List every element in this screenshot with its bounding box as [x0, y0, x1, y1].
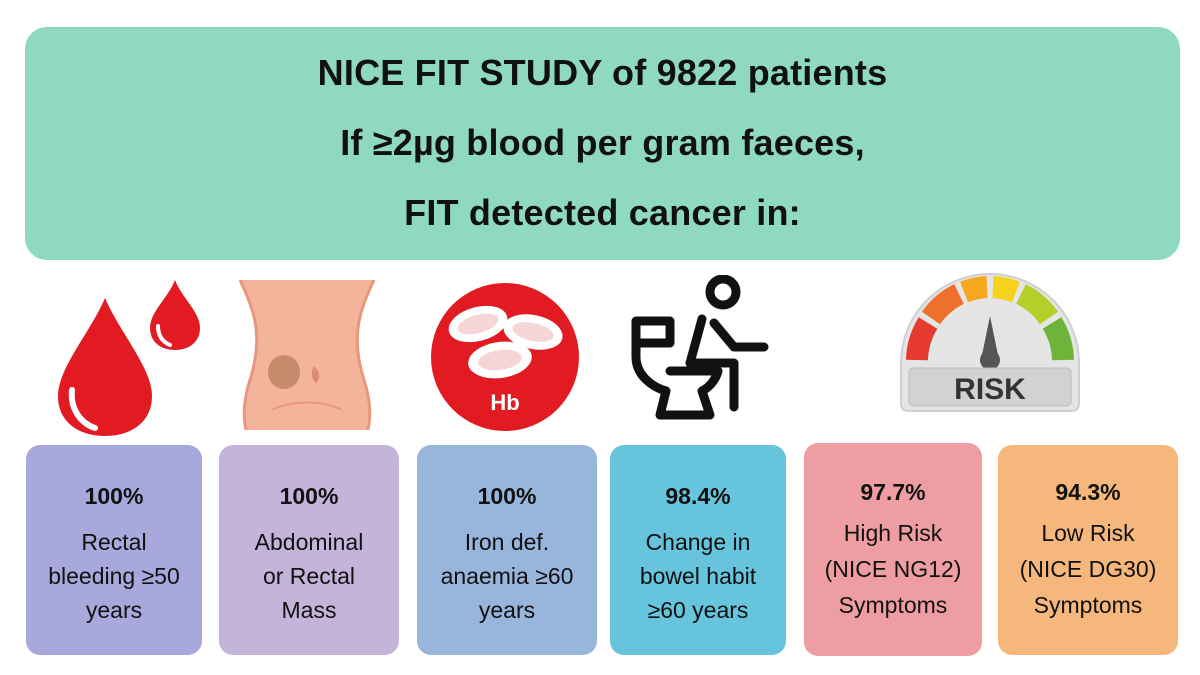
- header-subtitle: If ≥2µg blood per gram faeces,: [340, 122, 865, 163]
- card-label: Low Risk (NICE DG30) Symptoms: [998, 515, 1178, 623]
- card-label-line: bowel habit: [639, 563, 757, 589]
- card-label-line: years: [478, 597, 536, 623]
- card-percent: 100%: [84, 483, 144, 509]
- card-label-line: Change in: [645, 529, 751, 555]
- card-label: Rectal bleeding ≥50 years: [26, 525, 202, 627]
- card-bowel-habit: 98.4% Change in bowel habit ≥60 years: [610, 445, 786, 655]
- card-percent: 100%: [477, 483, 537, 509]
- header-caption: FIT detected cancer in:: [404, 192, 801, 233]
- card-percent: 100%: [279, 483, 339, 509]
- card-rectal-bleeding: 100% Rectal bleeding ≥50 years: [26, 445, 202, 655]
- header-title: NICE FIT STUDY of 9822 patients: [317, 52, 888, 93]
- risk-gauge-icon: RISK: [900, 273, 1080, 412]
- card-iron-anaemia: 100% Iron def. anaemia ≥60 years: [417, 445, 597, 655]
- card-label-line: Mass: [281, 597, 337, 623]
- card-label-line: (NICE NG12): [824, 556, 962, 582]
- card-label-line: Rectal: [81, 529, 147, 555]
- toilet-person-icon: [631, 275, 769, 420]
- red-blood-cell-icon: Hb: [431, 283, 579, 431]
- card-label-line: Abdominal: [254, 529, 364, 555]
- abdomen-icon: [238, 280, 376, 430]
- card-label: Iron def. anaemia ≥60 years: [417, 525, 597, 627]
- card-percent: 97.7%: [860, 479, 926, 505]
- card-label-line: ≥60 years: [647, 597, 749, 623]
- card-label: Change in bowel habit ≥60 years: [610, 525, 786, 627]
- card-label-line: Low Risk: [1041, 520, 1135, 546]
- card-label-line: Iron def.: [464, 529, 550, 555]
- card-percent: 98.4%: [665, 483, 731, 509]
- card-label: High Risk (NICE NG12) Symptoms: [804, 515, 982, 623]
- hb-label: Hb: [490, 390, 519, 415]
- blood-drop-icon: [58, 280, 200, 436]
- risk-label: RISK: [954, 373, 1026, 406]
- card-label-line: anaemia ≥60: [440, 563, 574, 589]
- card-percent: 94.3%: [1055, 479, 1121, 505]
- card-label-line: bleeding ≥50: [48, 563, 180, 589]
- card-high-risk: 97.7% High Risk (NICE NG12) Symptoms: [804, 443, 982, 656]
- card-label-line: or Rectal: [262, 563, 356, 589]
- card-label-line: Symptoms: [1033, 592, 1143, 618]
- card-label-line: (NICE DG30): [1019, 556, 1157, 582]
- card-label-line: years: [85, 597, 143, 623]
- card-label-line: Symptoms: [838, 592, 948, 618]
- card-abdominal-mass: 100% Abdominal or Rectal Mass: [219, 445, 399, 655]
- header-panel: NICE FIT STUDY of 9822 patients If ≥2µg …: [25, 27, 1180, 260]
- card-label: Abdominal or Rectal Mass: [219, 525, 399, 627]
- card-label-line: High Risk: [843, 520, 943, 546]
- card-low-risk: 94.3% Low Risk (NICE DG30) Symptoms: [998, 445, 1178, 655]
